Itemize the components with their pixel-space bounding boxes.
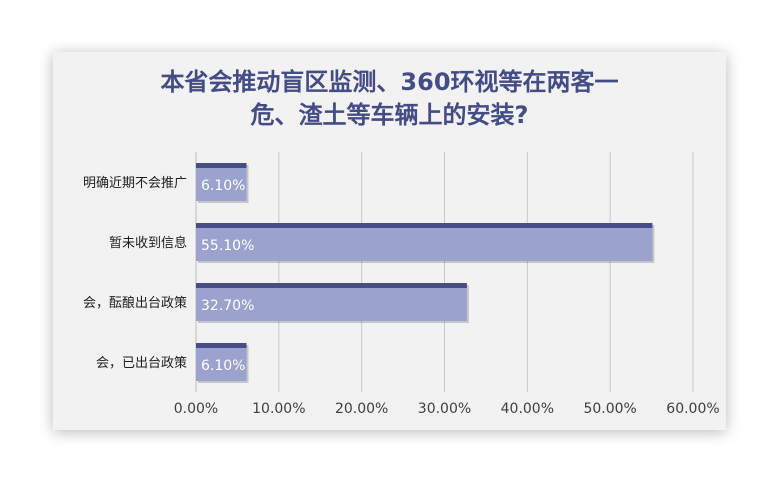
data-label: 6.10% — [201, 358, 245, 374]
bar — [196, 343, 247, 381]
x-tick-label: 50.00% — [583, 401, 636, 417]
data-label: 6.10% — [201, 178, 245, 194]
x-tick-label: 10.00% — [252, 401, 305, 417]
bar-top-edge — [196, 223, 653, 228]
x-tick-label: 60.00% — [666, 401, 719, 417]
bar-top-edge — [196, 343, 247, 348]
data-label: 55.10% — [201, 238, 254, 254]
bar-top-edge — [196, 163, 247, 168]
category-label: 会，酝酿出台政策 — [83, 295, 187, 311]
category-label: 暂未收到信息 — [109, 235, 187, 251]
category-label: 会，已出台政策 — [96, 355, 187, 371]
x-tick-label: 0.00% — [174, 401, 218, 417]
x-tick-label: 30.00% — [418, 401, 471, 417]
x-tick-label: 40.00% — [501, 401, 554, 417]
chart-title-line-2: 危、渣土等车辆上的安装? — [250, 101, 529, 129]
x-tick-label: 20.00% — [335, 401, 388, 417]
bar — [196, 163, 247, 201]
bar-top-edge — [196, 283, 467, 288]
chart-title-line-1: 本省会推动盲区监测、360环视等在两客一 — [160, 68, 619, 96]
bar — [196, 283, 467, 321]
bar — [196, 223, 653, 261]
data-label: 32.70% — [201, 298, 254, 314]
chart-title: 本省会推动盲区监测、360环视等在两客一 危、渣土等车辆上的安装? — [53, 66, 726, 132]
category-label: 明确近期不会推广 — [83, 176, 187, 191]
